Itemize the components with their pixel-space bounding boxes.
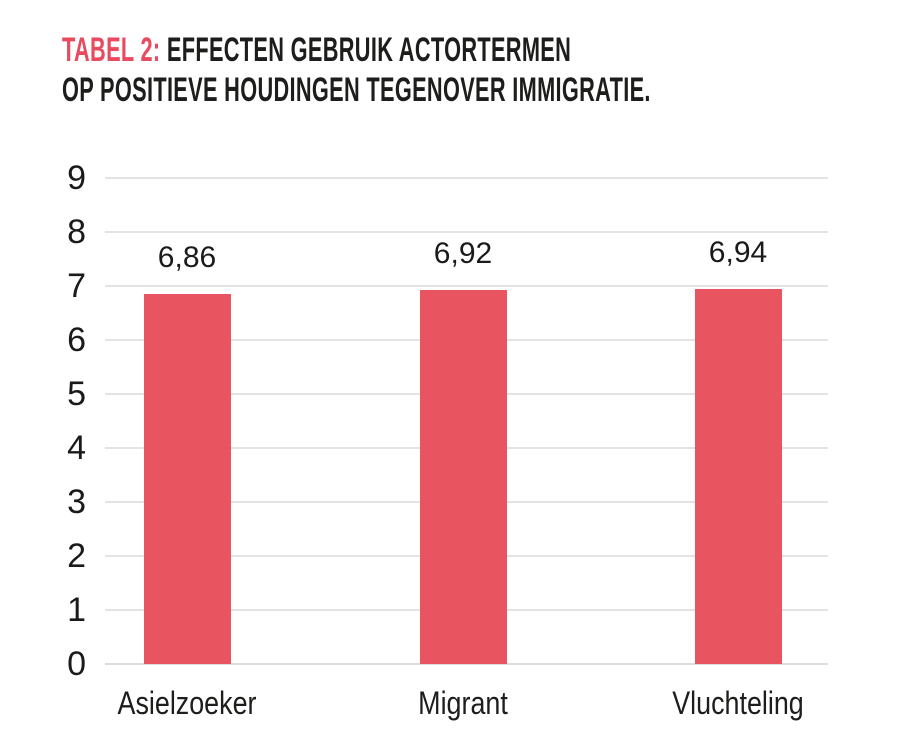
y-tick-label: 0 — [67, 645, 86, 683]
bar — [419, 290, 507, 664]
gridline — [105, 231, 828, 233]
y-tick-label: 3 — [67, 483, 86, 521]
x-axis-baseline — [105, 663, 828, 665]
chart-title-prefix: TABEL 2: — [62, 31, 161, 69]
bar-value-label: 6,92 — [433, 237, 493, 271]
y-tick-label: 2 — [67, 537, 86, 575]
chart-title-line1-text: EFFECTEN GEBRUIK ACTORTERMEN — [166, 31, 572, 69]
bar-value-label: 6,86 — [157, 240, 217, 274]
chart-title-line2: OP POSITIEVE HOUDINGEN TEGENOVER IMMIGRA… — [62, 71, 651, 109]
category-label: Asielzoeker — [117, 685, 257, 721]
bar-value-label: 6,94 — [708, 236, 768, 270]
chart-title-line1: TABEL 2: EFFECTEN GEBRUIK ACTORTERMEN — [62, 30, 651, 70]
y-tick-label: 4 — [67, 429, 86, 467]
category-label: Migrant — [418, 685, 508, 721]
category-label: Vluchteling — [672, 685, 804, 721]
chart-title: TABEL 2: EFFECTEN GEBRUIK ACTORTERMEN OP … — [62, 30, 651, 110]
y-tick-label: 5 — [67, 375, 86, 413]
gridline — [105, 285, 828, 287]
y-tick-label: 7 — [67, 267, 86, 305]
gridline — [105, 177, 828, 179]
bar — [694, 289, 782, 664]
y-tick-label: 8 — [67, 213, 86, 251]
bar — [143, 293, 231, 664]
y-tick-label: 9 — [67, 159, 86, 197]
y-tick-label: 1 — [67, 591, 86, 629]
y-tick-label: 6 — [67, 321, 86, 359]
